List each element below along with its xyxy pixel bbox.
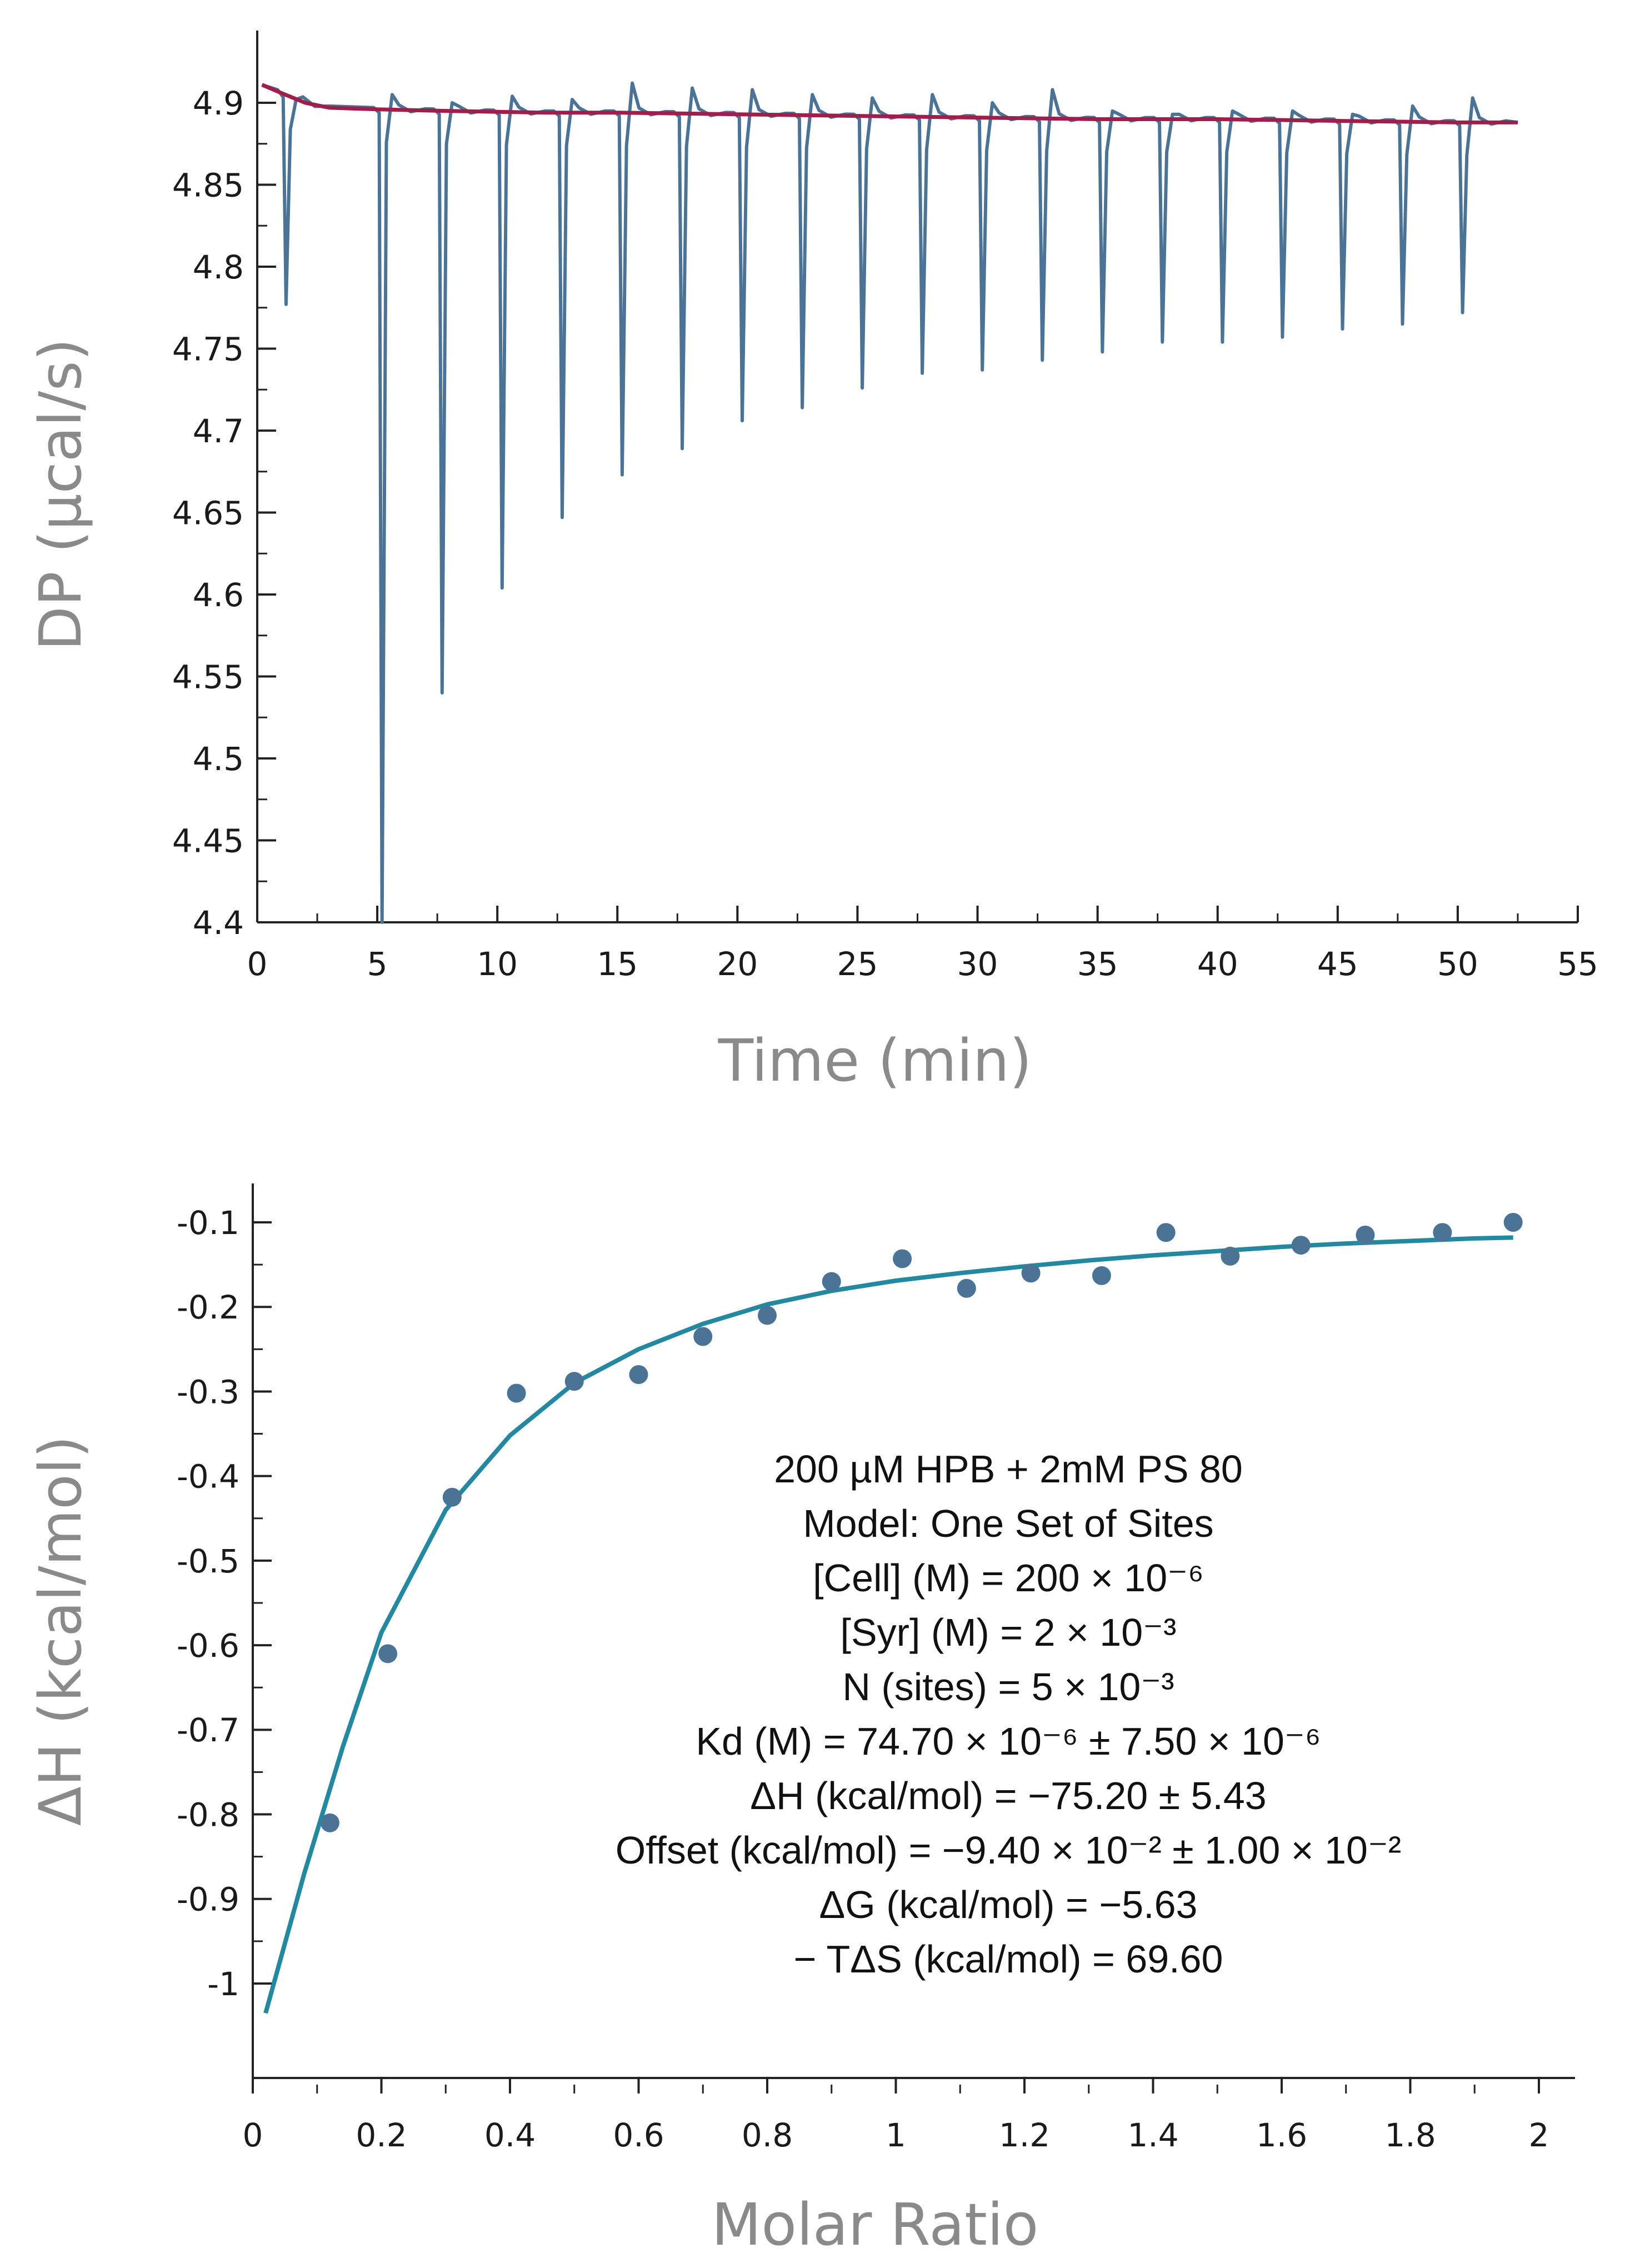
annotation-line: N (sites) = 5 × 10⁻³	[842, 1665, 1174, 1709]
data-point	[758, 1306, 777, 1325]
data-point	[957, 1278, 976, 1298]
data-point	[1356, 1225, 1375, 1245]
data-point	[320, 1813, 339, 1832]
annotation-line: Offset (kcal/mol) = −9.40 × 10⁻² ± 1.00 …	[616, 1829, 1402, 1872]
fit-results-annotation: 200 µM HPB + 2mM PS 80 Model: One Set of…	[616, 1447, 1402, 1981]
x-tick-label: 5	[367, 945, 388, 983]
x-tick-label: 1.4	[1127, 2116, 1178, 2154]
y-tick-label: 4.45	[172, 822, 244, 860]
y-tick-label: 4.9	[193, 84, 244, 122]
annotation-line: 200 µM HPB + 2mM PS 80	[774, 1447, 1243, 1491]
x-tick-label: 0.6	[613, 2116, 664, 2154]
data-point	[1291, 1236, 1311, 1255]
x-tick-label: 55	[1557, 945, 1598, 983]
x-tick-label: 1.2	[999, 2116, 1050, 2154]
thermogram-ticks: 0 5 10 15 20 25 30 35 40 45 50 55 4.4 4.45 4.5 4.55 4.6 4…	[172, 84, 1598, 983]
y-tick-label: -0.9	[177, 1881, 239, 1919]
y-tick-label: -0.3	[177, 1373, 239, 1411]
y-tick-label: -0.4	[177, 1458, 239, 1496]
x-tick-label: 50	[1437, 945, 1478, 983]
isotherm-data-points	[320, 1213, 1523, 1832]
x-tick-label: 0.8	[742, 2116, 793, 2154]
data-point	[822, 1272, 841, 1291]
x-tick-label: 25	[837, 945, 878, 983]
x-tick-label: 45	[1317, 945, 1358, 983]
y-tick-label: 4.7	[193, 412, 244, 450]
x-tick-label: 1.6	[1256, 2116, 1307, 2154]
data-point	[564, 1372, 584, 1391]
y-tick-label: 4.6	[193, 576, 244, 614]
x-tick-label: 40	[1197, 945, 1238, 983]
isotherm-fit-line	[263, 1235, 1513, 2014]
y-tick-label: 4.75	[172, 330, 244, 368]
y-tick-label: 4.65	[172, 494, 244, 532]
annotation-line: ΔH (kcal/mol) = −75.20 ± 5.43	[750, 1774, 1266, 1817]
y-tick-label: -0.5	[177, 1542, 239, 1580]
annotation-line: Kd (M) = 74.70 × 10⁻⁶ ± 7.50 × 10⁻⁶	[696, 1720, 1321, 1763]
isotherm-x-axis-title: Molar Ratio	[712, 2191, 1039, 2259]
thermogram-x-axis-title: Time (min)	[718, 1027, 1032, 1095]
data-point	[1021, 1263, 1041, 1283]
annotation-line: ΔG (kcal/mol) = −5.63	[819, 1883, 1198, 1926]
x-tick-label: 20	[717, 945, 758, 983]
data-point	[1503, 1213, 1523, 1232]
y-tick-label: -0.6	[177, 1627, 239, 1665]
y-tick-label: -0.2	[177, 1288, 239, 1326]
annotation-line: Model: One Set of Sites	[803, 1502, 1213, 1545]
x-tick-label: 0	[247, 945, 268, 983]
thermogram-baseline-line	[261, 83, 1518, 124]
y-tick-label: -0.7	[177, 1711, 239, 1749]
thermogram-dp-line	[261, 81, 1518, 924]
thermogram-y-axis-title: DP (µcal/s)	[27, 338, 94, 651]
y-tick-label: -1	[207, 1965, 239, 2003]
x-tick-label: 10	[477, 945, 518, 983]
data-point	[442, 1487, 462, 1507]
x-tick-label: 0.2	[356, 2116, 407, 2154]
data-point	[1156, 1223, 1176, 1242]
data-point	[1221, 1246, 1240, 1266]
y-tick-label: -0.1	[177, 1204, 239, 1242]
data-point	[693, 1327, 713, 1346]
y-tick-label: 4.55	[172, 658, 244, 696]
x-tick-label: 0.4	[484, 2116, 536, 2154]
isotherm-y-axis-title: ΔH (kcal/mol)	[27, 1436, 94, 1826]
annotation-line: [Cell] (M) = 200 × 10⁻⁶	[813, 1556, 1204, 1600]
thermogram-panel: 0 5 10 15 20 25 30 35 40 45 50 55 4.4 4.45 4.5 4.55 4.6 4…	[27, 31, 1598, 1095]
y-tick-label: 4.85	[172, 166, 244, 204]
data-point	[1092, 1266, 1111, 1285]
x-tick-label: 0	[243, 2116, 263, 2154]
y-tick-label: 4.8	[193, 248, 244, 286]
y-tick-label: 4.5	[193, 740, 244, 778]
x-tick-label: 1.8	[1384, 2116, 1436, 2154]
data-point	[507, 1383, 526, 1403]
x-tick-label: 30	[957, 945, 998, 983]
data-point	[378, 1644, 398, 1663]
isotherm-panel: 0 0.2 0.4 0.6 0.8 1 1.2 1.4 1.6 1.8 2 -1 -0.9 -0.8 -0.…	[27, 1183, 1575, 2259]
y-tick-label: 4.4	[193, 904, 244, 942]
data-point	[629, 1365, 648, 1384]
annotation-line: − TΔS (kcal/mol) = 69.60	[793, 1937, 1223, 1981]
data-point	[893, 1249, 912, 1268]
y-tick-label: -0.8	[177, 1796, 239, 1834]
data-point	[1433, 1223, 1452, 1242]
x-tick-label: 2	[1529, 2116, 1549, 2154]
x-tick-label: 15	[597, 945, 638, 983]
annotation-line: [Syr] (M) = 2 × 10⁻³	[841, 1611, 1177, 1654]
x-tick-label: 35	[1077, 945, 1118, 983]
isotherm-ticks: 0 0.2 0.4 0.6 0.8 1 1.2 1.4 1.6 1.8 2 -1 -0.9 -0.8 -0.…	[177, 1204, 1549, 2154]
x-tick-label: 1	[886, 2116, 906, 2154]
